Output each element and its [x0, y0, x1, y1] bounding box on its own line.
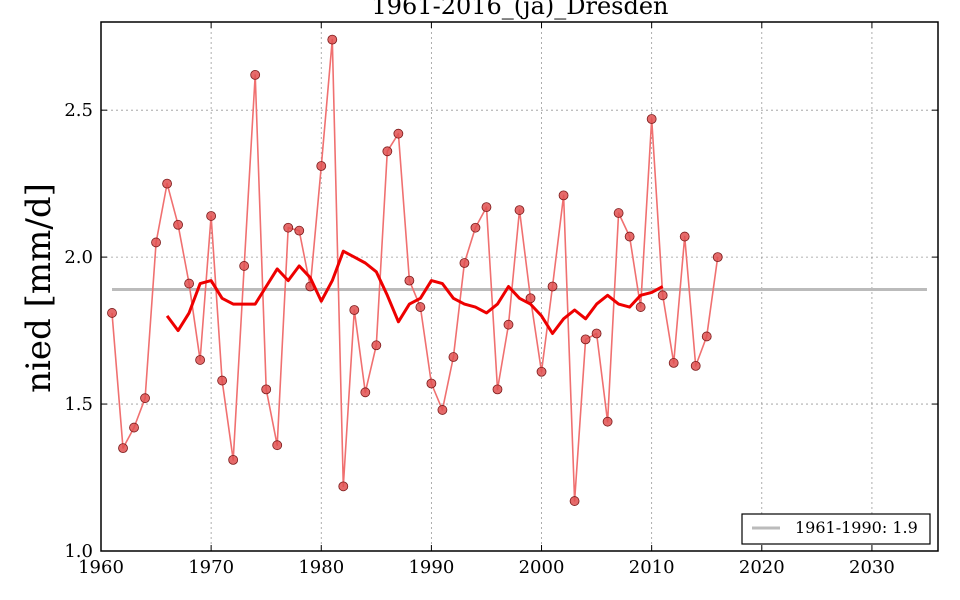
data-point	[470, 222, 481, 233]
data-point	[195, 355, 206, 365]
data-point	[173, 219, 183, 230]
data-point	[217, 375, 228, 386]
x-tick-label: 2000	[519, 557, 565, 578]
data-point	[404, 275, 415, 286]
data-point	[591, 328, 602, 339]
data-point	[426, 378, 437, 389]
data-point	[701, 331, 712, 342]
data-point	[206, 211, 217, 221]
data-point	[107, 308, 117, 318]
series-group	[107, 34, 723, 506]
data-point	[558, 190, 569, 201]
data-point	[547, 281, 558, 292]
data-point	[393, 128, 404, 139]
data-point	[657, 290, 668, 301]
data-point	[690, 360, 701, 371]
data-point	[668, 358, 679, 368]
data-point	[448, 352, 459, 362]
data-point	[635, 302, 646, 312]
data-point	[327, 34, 338, 45]
x-tick-label: 1970	[188, 557, 234, 578]
data-point	[338, 481, 349, 492]
x-tick-label: 2030	[849, 557, 895, 578]
legend: 1961-1990: 1.9	[741, 513, 931, 545]
data-point	[316, 161, 327, 171]
data-point	[162, 178, 172, 189]
chart-title: 1961-2016_(ja)_Dresden	[372, 0, 669, 20]
data-point	[580, 334, 591, 345]
grid	[100, 22, 938, 552]
data-point	[151, 237, 161, 248]
data-point	[382, 146, 393, 157]
data-point	[481, 202, 492, 213]
data-point	[602, 416, 613, 427]
data-point	[118, 443, 128, 454]
data-point	[624, 231, 635, 242]
data-point	[613, 208, 624, 218]
x-tick-label: 2020	[739, 557, 785, 578]
data-point	[184, 278, 195, 289]
data-point	[646, 114, 657, 124]
x-tick-label: 1980	[298, 557, 344, 578]
data-point	[712, 252, 723, 263]
plot-area-frame	[100, 21, 939, 552]
moving-average-line	[165, 249, 664, 335]
data-point	[261, 384, 272, 395]
data-point	[492, 384, 503, 395]
data-point	[250, 70, 261, 80]
axis-ticks: 1960 1970 1980 1990 2000 2010 2020 2030 1.0 1.5 2.…	[64, 22, 938, 578]
data-point	[679, 231, 690, 242]
y-axis-label: nied [mm/d]	[19, 183, 59, 393]
data-point	[514, 205, 525, 215]
legend-label: 1961-1990: 1.9	[795, 518, 918, 537]
x-tick-label: 1990	[408, 557, 454, 578]
y-tick-label: 2.0	[64, 247, 93, 268]
data-point	[129, 422, 139, 433]
data-point	[360, 387, 371, 398]
data-point	[569, 496, 580, 506]
data-point	[228, 454, 239, 465]
data-point	[536, 366, 547, 377]
data-point	[294, 225, 305, 236]
data-point	[437, 405, 448, 415]
data-point	[415, 302, 426, 312]
data-point	[272, 440, 283, 451]
data-point	[239, 261, 250, 271]
x-tick-label: 1960	[78, 557, 124, 578]
y-tick-label: 2.5	[64, 100, 93, 121]
data-point	[459, 258, 470, 268]
data-point	[503, 319, 514, 330]
data-point	[140, 393, 150, 404]
legend-box	[741, 513, 931, 545]
y-tick-label: 1.5	[64, 394, 93, 415]
x-tick-label: 2010	[629, 557, 675, 578]
y-tick-label: 1.0	[64, 541, 93, 562]
data-point	[349, 305, 360, 315]
data-point	[283, 222, 294, 233]
annual-series-line	[111, 38, 719, 502]
data-point	[371, 340, 382, 351]
